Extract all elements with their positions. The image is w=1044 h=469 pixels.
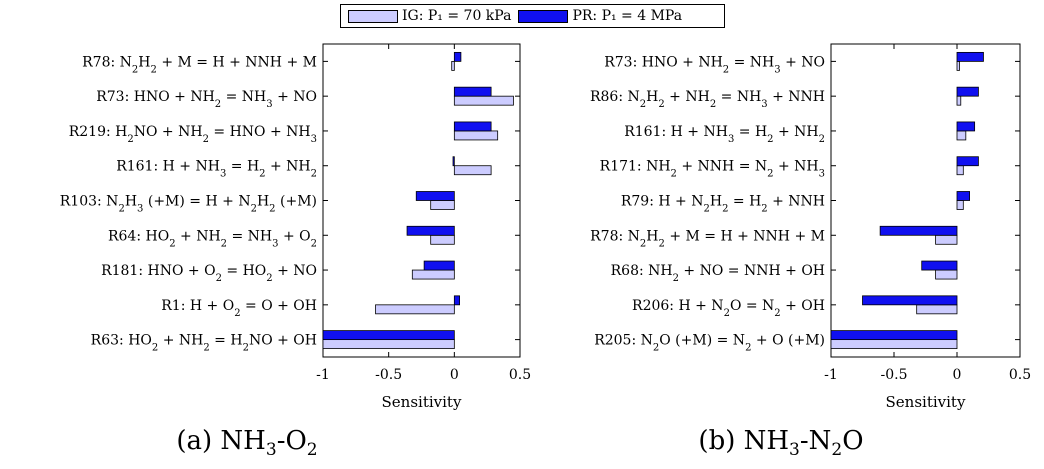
x-axis-label: Sensitivity: [886, 393, 966, 411]
bar-pr: [452, 156, 455, 167]
y-tick-label: R205: N2O (+M) = N2 + O (+M): [594, 333, 825, 354]
legend: IG: P₁ = 70 kPa PR: P₁ = 4 MPa: [340, 4, 725, 28]
bar-pr: [415, 191, 455, 201]
bar-pr: [862, 295, 958, 306]
y-tick-label: R219: H2NO + NH2 = HNO + NH3: [69, 124, 317, 145]
y-tick-label: R171: NH2 + NNH = N2 + NH3: [600, 159, 825, 180]
y-tick-label: R64: HO2 + NH2 = NH3 + O2: [108, 228, 317, 249]
x-tick-label: -1: [824, 367, 838, 383]
bar-ig: [956, 95, 962, 106]
y-tick-label: R78: N2H2 + M = H + NNH + M: [82, 54, 317, 75]
bar-pr: [956, 121, 976, 132]
y-tick-label: R103: N2H3 (+M) = H + N2H2 (+M): [60, 194, 317, 215]
y-tick-label: R68: NH2 + NO = NNH + OH: [611, 263, 825, 284]
bar-pr: [879, 225, 958, 236]
y-tick-label: R79: H + N2H2 = H2 + NNH: [621, 194, 825, 215]
bar-ig: [956, 130, 967, 141]
legend-label-ig: IG: P₁ = 70 kPa: [402, 8, 512, 24]
bar-pr: [956, 86, 979, 97]
bar-pr: [453, 86, 492, 97]
y-tick-label: R78: N2H2 + M = H + NNH + M: [590, 228, 825, 249]
caption-b: (b) NH3-N2O: [698, 426, 864, 461]
bar-pr: [453, 51, 462, 62]
y-tick-label: R161: H + NH3 = H2 + NH2: [624, 124, 825, 145]
bar-pr: [406, 225, 455, 236]
legend-swatch-pr: [518, 9, 569, 23]
y-tick-label: R63: HO2 + NH2 = H2NO + OH: [91, 333, 317, 354]
bar-ig: [453, 95, 514, 106]
bar-ig: [956, 200, 964, 210]
panel-b: -1 -0.5 0 0.5 Sensitivity R73: HNO + NH2 = NH…: [590, 43, 1031, 411]
panel-a: -1 -0.5 0 0.5 Sensitivity R78: N2H2 + M = H +…: [60, 43, 531, 411]
caption-a: (a) NH3-O2: [176, 426, 318, 461]
bar-ig: [956, 165, 964, 176]
x-tick-label: -0.5: [881, 367, 908, 383]
legend-label-pr: PR: P₁ = 4 MPa: [572, 8, 683, 24]
x-axis-label: Sensitivity: [382, 393, 462, 411]
bar-ig: [453, 130, 499, 141]
x-tick-label: 0.5: [1009, 367, 1031, 383]
bar-pr: [322, 330, 455, 341]
bar-ig: [322, 339, 455, 350]
bar-ig: [453, 165, 492, 176]
bar-ig: [935, 269, 958, 280]
x-tick-label: -0.5: [375, 367, 402, 383]
bar-pr: [453, 295, 460, 306]
bar-ig: [830, 339, 958, 350]
bar-ig: [935, 234, 958, 245]
bar-pr: [956, 156, 979, 167]
y-tick-label: R161: H + NH3 = H2 + NH2: [116, 159, 317, 180]
bar-pr: [921, 260, 958, 271]
y-tick-label: R73: HNO + NH2 = NH3 + NO: [604, 54, 825, 75]
x-tick-label: -1: [316, 367, 330, 383]
bar-pr: [423, 260, 455, 271]
bar-pr: [956, 191, 971, 201]
bar-ig: [451, 60, 455, 71]
y-tick-label: R206: H + N2O = N2 + OH: [632, 298, 825, 319]
bar-ig: [411, 269, 455, 280]
bar-pr: [956, 51, 984, 62]
bar-ig: [430, 234, 455, 245]
x-tick-label: 0: [953, 367, 962, 383]
bar-ig: [430, 200, 455, 210]
y-tick-label: R1: H + O2 = O + OH: [161, 298, 317, 319]
y-tick-label: R73: HNO + NH2 = NH3 + NO: [96, 89, 317, 110]
bar-pr: [830, 330, 958, 341]
x-tick-label: 0: [450, 367, 459, 383]
bar-ig: [956, 60, 960, 71]
bar-pr: [453, 121, 492, 132]
bar-ig: [375, 304, 455, 315]
x-tick-label: 0.5: [509, 367, 531, 383]
legend-swatch-ig: [348, 9, 398, 23]
y-tick-label: R86: N2H2 + NH2 = NH3 + NNH: [590, 89, 825, 110]
y-tick-label: R181: HNO + O2 = HO2 + NO: [101, 263, 317, 284]
bar-ig: [916, 304, 958, 315]
